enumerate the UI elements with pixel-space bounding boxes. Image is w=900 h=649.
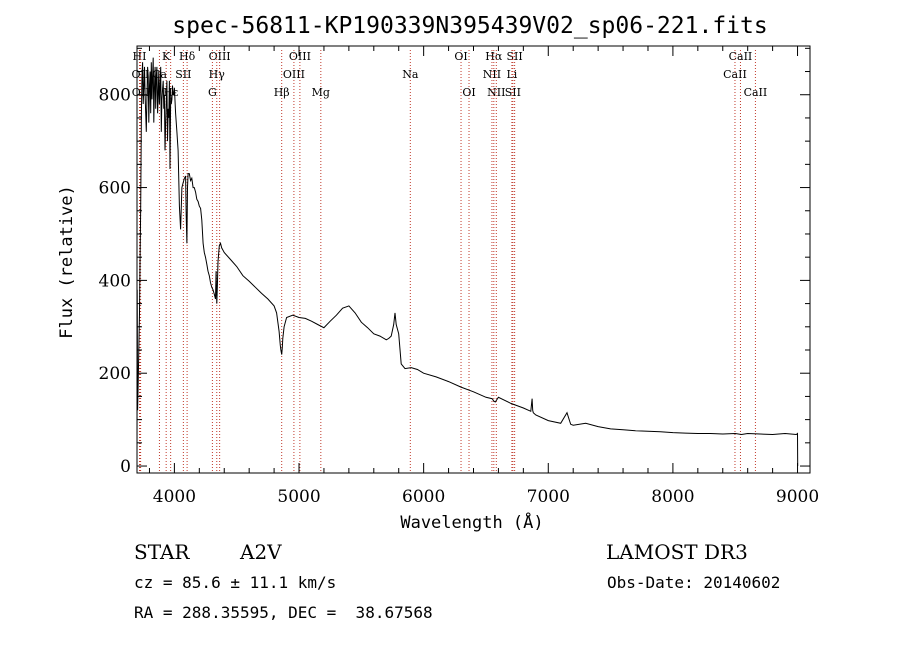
x-tick-label: 4000 bbox=[153, 487, 196, 507]
spectral-line-label: CaII bbox=[729, 50, 753, 63]
object-class: STAR bbox=[134, 540, 190, 564]
coordinates: RA = 288.35595, DEC = 38.67568 bbox=[134, 603, 433, 622]
spectral-line-label: K bbox=[162, 50, 171, 63]
spectral-line-label: OIII bbox=[289, 50, 311, 63]
plot-frame bbox=[136, 45, 811, 474]
y-tick-label: 600 bbox=[99, 179, 131, 199]
spectral-line-label: Hα bbox=[485, 50, 503, 63]
observation-date: Obs-Date: 20140602 bbox=[607, 573, 781, 592]
spectral-line-label: OIII bbox=[283, 68, 305, 81]
x-axis-label: Wavelength (Å) bbox=[400, 511, 543, 533]
x-tick-label: 8000 bbox=[651, 487, 694, 507]
x-tick-label: 9000 bbox=[776, 487, 819, 507]
spectral-line-label: Hβ bbox=[274, 86, 290, 99]
spectral-line-label: SII bbox=[175, 68, 191, 81]
chart-title: spec-56811-KP190339N395439V02_sp06-221.f… bbox=[172, 13, 767, 39]
spectral-line-label: OI bbox=[454, 50, 467, 63]
y-tick-label: 400 bbox=[99, 271, 131, 291]
spectral-line-label: G bbox=[208, 86, 217, 99]
spectral-line-label: OIII bbox=[209, 50, 231, 63]
spectral-line-label: HI bbox=[133, 50, 147, 63]
spectral-line-label: Li bbox=[506, 68, 517, 81]
spectral-line-label: CaII bbox=[723, 68, 747, 81]
axis-ticks: 4000 5000 6000 7000 8000 9000 0 200 400 600 800 bbox=[99, 46, 819, 507]
spectral-line-label: Hγ bbox=[209, 68, 226, 81]
flux-series-line bbox=[136, 57, 799, 467]
spectral-line-label: Hδ bbox=[179, 50, 196, 63]
spectral-line-label: SII bbox=[505, 86, 521, 99]
spectral-line-label: CaII bbox=[744, 86, 768, 99]
spectral-line-label: NII bbox=[483, 68, 501, 81]
survey-name: LAMOST DR3 bbox=[606, 540, 748, 564]
object-subclass: A2V bbox=[240, 540, 282, 564]
redshift-velocity: cz = 85.6 ± 11.1 km/s bbox=[134, 573, 337, 592]
spectral-line-label: OI bbox=[462, 86, 475, 99]
y-tick-label: 0 bbox=[120, 457, 131, 477]
x-tick-label: 5000 bbox=[277, 487, 320, 507]
spectral-line-label: Mg bbox=[312, 86, 330, 99]
x-tick-label: 7000 bbox=[527, 487, 570, 507]
spectral-line-label: Na bbox=[402, 68, 419, 81]
y-tick-label: 800 bbox=[99, 86, 131, 106]
spectral-line-label: SII bbox=[507, 50, 523, 63]
y-axis-label: Flux (relative) bbox=[57, 185, 77, 339]
y-tick-label: 200 bbox=[99, 364, 131, 384]
x-tick-label: 6000 bbox=[402, 487, 445, 507]
spectral-line-label: NII bbox=[487, 86, 505, 99]
